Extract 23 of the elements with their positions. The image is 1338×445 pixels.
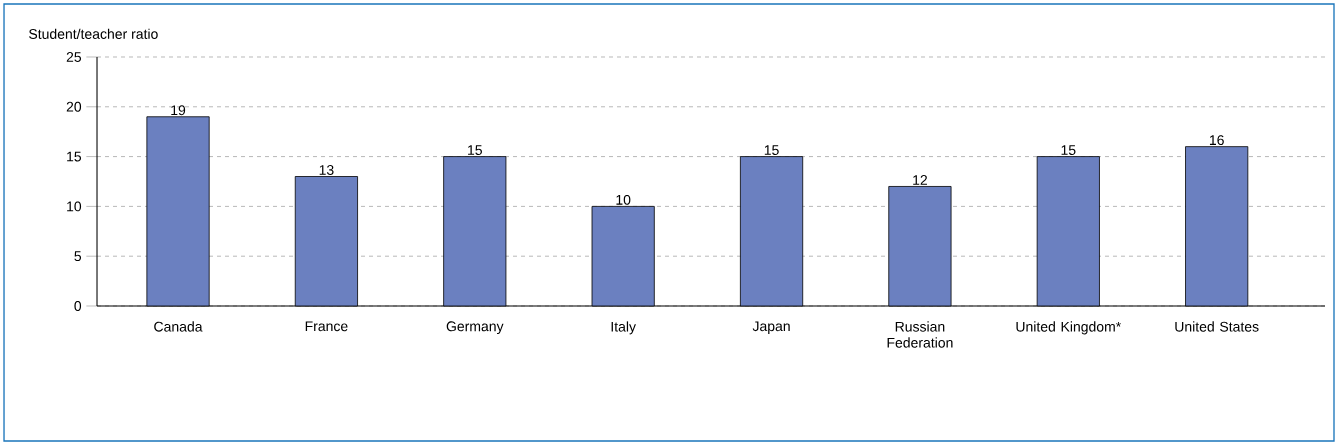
- data-label: 13: [319, 165, 334, 175]
- data-label: 15: [468, 145, 482, 155]
- data-label: 19: [171, 105, 186, 116]
- x-tick-label: Japan: [752, 321, 790, 334]
- x-tick-label: United States: [1175, 321, 1259, 332]
- x-tick-label: United Kingdom*: [1016, 321, 1121, 335]
- x-tick-label: Germany: [446, 321, 504, 335]
- y-tick-label: 10: [67, 201, 82, 212]
- y-tick-label: 20: [66, 101, 82, 112]
- y-tick-label: 0: [74, 301, 82, 311]
- data-label: 15: [764, 145, 779, 155]
- x-tick-label: Canada: [154, 321, 203, 332]
- y-tick-label: 15: [67, 151, 82, 162]
- data-label: 12: [913, 175, 927, 185]
- data-label: 10: [616, 194, 631, 205]
- data-label: 15: [1061, 145, 1076, 155]
- y-axis-title: Student/teacher ratio: [29, 28, 158, 39]
- y-tick-label: 25: [66, 52, 82, 62]
- x-tick-label: Russian Federation: [887, 321, 953, 348]
- data-label: 16: [1209, 135, 1224, 146]
- x-tick-label: France: [305, 321, 348, 332]
- y-tick-label: 5: [74, 251, 82, 262]
- x-tick-label: Italy: [611, 321, 636, 335]
